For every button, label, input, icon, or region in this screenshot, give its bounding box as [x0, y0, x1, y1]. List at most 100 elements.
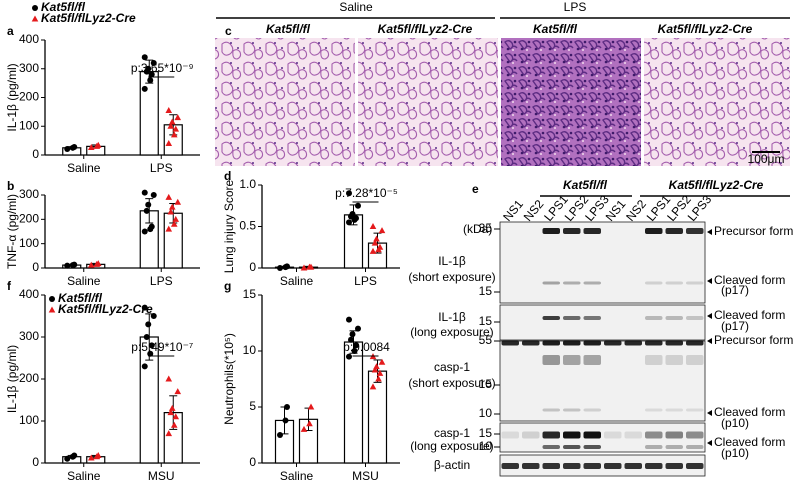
data-point: [306, 420, 313, 427]
blot-band: [542, 228, 560, 234]
y-tick-label: 5: [249, 399, 256, 413]
x-tick-label: LPS: [354, 274, 377, 288]
blot-band: [542, 316, 560, 320]
data-point: [378, 227, 386, 234]
data-point: [375, 375, 382, 382]
y-axis-label: Neutrophils(*10⁵): [222, 333, 236, 425]
data-point: [165, 430, 173, 437]
scale-label: 100μm: [748, 152, 785, 166]
data-point: [147, 77, 154, 84]
y-axis-label: IL-1β (pg/ml): [5, 63, 19, 131]
blot-band: [522, 463, 540, 469]
row-sublabel: (long exposure): [410, 325, 493, 339]
y-tick-label: 0.5: [239, 219, 256, 233]
band-note: Cleaved form: [714, 405, 785, 419]
band-note: (p10): [721, 416, 749, 430]
row-label: casp-1: [434, 360, 470, 374]
blot-band: [665, 431, 683, 439]
row-sublabel: (short exposure): [408, 376, 495, 390]
row-sublabel: (long exposure): [410, 439, 493, 453]
blot-band: [686, 431, 704, 439]
blot-band: [501, 340, 519, 346]
blot-band: [563, 355, 581, 365]
data-point: [71, 261, 78, 268]
y-tick-label: 300: [19, 187, 39, 201]
image-label: Kat5fl/flLyz2-Cre: [378, 22, 473, 36]
blot-band: [686, 316, 704, 320]
data-point: [31, 15, 39, 22]
data-point: [373, 235, 380, 242]
histology: c Saline LPS Kat5fl/fl Kat5fl/flLyz2-Cre…: [215, 0, 790, 166]
x-tick-label: Saline: [280, 469, 314, 483]
lane-label: LPS3: [685, 192, 715, 224]
y-tick-label: 15: [243, 287, 257, 301]
blot-band: [624, 431, 642, 439]
blot-band: [665, 228, 683, 234]
legend-label: Kat5fl/fl: [41, 0, 86, 14]
blot-strip: [499, 304, 706, 341]
data-point: [167, 208, 175, 215]
blot-band: [583, 463, 601, 469]
data-point: [346, 353, 352, 360]
blot-band: [583, 355, 601, 365]
data-point: [346, 219, 352, 226]
data-point: [172, 215, 180, 222]
band-note: (p17): [721, 319, 749, 333]
blot-band: [563, 228, 581, 234]
y-axis-label: Lung injury Score: [222, 179, 236, 273]
data-point: [141, 85, 148, 92]
group-label: Kat5fl/fl: [563, 178, 608, 192]
blot-band: [645, 445, 663, 449]
blot-band: [645, 463, 663, 469]
note-arrow: [707, 229, 712, 235]
data-point: [170, 421, 178, 428]
data-point: [165, 140, 173, 146]
legend-label: Kat5fl/flLyz2-Cre: [58, 302, 153, 316]
row-sublabel: (short exposure): [408, 270, 495, 284]
band-note: Cleaved form: [714, 273, 785, 287]
data-point: [371, 239, 379, 246]
data-point: [174, 198, 182, 205]
note-arrow: [707, 278, 712, 284]
data-point: [94, 141, 102, 148]
band-note: Precursor form: [714, 333, 793, 347]
data-point: [369, 383, 377, 390]
blot-band: [665, 463, 683, 469]
blot-band: [645, 408, 663, 412]
data-point: [376, 369, 384, 376]
blot-band: [624, 340, 642, 346]
data-point: [307, 263, 315, 270]
y-tick-label: 200: [19, 90, 39, 104]
data-point: [168, 203, 176, 210]
row-label: casp-1: [434, 426, 470, 440]
data-point: [349, 331, 356, 338]
blot-band: [665, 340, 683, 346]
data-point: [87, 454, 95, 461]
blot-band: [563, 463, 581, 469]
data-point: [141, 304, 148, 311]
y-tick-label: 300: [19, 329, 39, 343]
bar: [343, 341, 364, 464]
blot-band: [686, 445, 704, 449]
data-point: [284, 263, 290, 270]
y-tick-label: 10: [243, 343, 257, 357]
data-point: [141, 363, 148, 370]
group-label: Saline: [339, 0, 373, 14]
p-value: p:0.0084: [343, 340, 390, 354]
data-point: [353, 215, 359, 222]
data-point: [355, 202, 361, 209]
panel-label: a: [7, 24, 14, 38]
lane-label: NS2: [623, 197, 649, 224]
data-point: [87, 144, 95, 151]
note-arrow: [707, 313, 712, 319]
legend-label: Kat5fl/flLyz2-Cre: [41, 11, 136, 25]
data-point: [48, 306, 56, 313]
blot-band: [542, 445, 560, 449]
data-point: [284, 404, 290, 410]
y-tick-label: 100: [19, 413, 39, 427]
blot-band: [501, 431, 519, 439]
p-value: p:7.28*10⁻⁵: [335, 186, 398, 200]
y-tick-label: 400: [19, 32, 39, 46]
data-point: [150, 60, 157, 66]
